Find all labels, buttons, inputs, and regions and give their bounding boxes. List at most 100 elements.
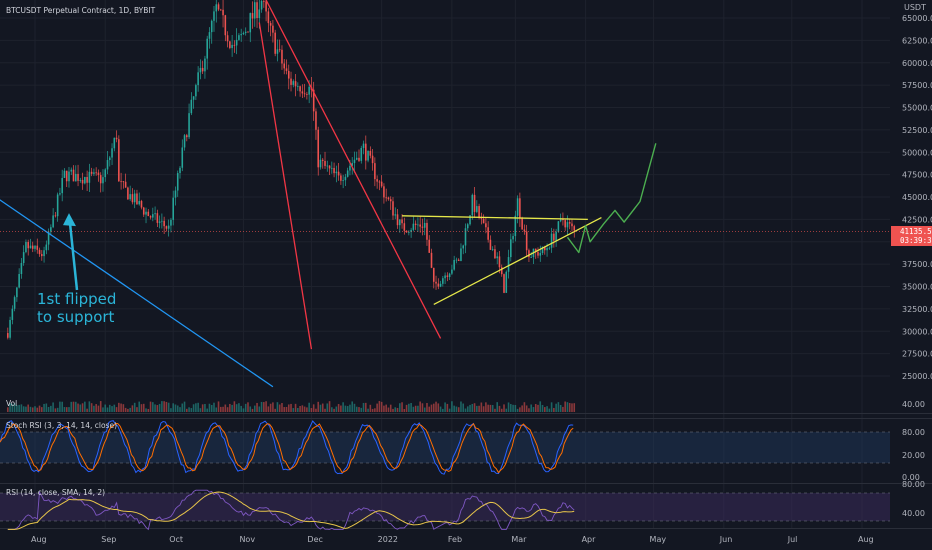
candle-body-194	[446, 275, 449, 278]
candle-body-174	[401, 219, 403, 224]
time-tick-8: Apr	[582, 535, 597, 544]
candle-body-236	[541, 246, 544, 253]
volume-bar-171	[394, 407, 397, 412]
trendline-wedge-lower	[258, 22, 313, 350]
volume-bar-93	[217, 401, 220, 412]
volume-bar-139	[321, 403, 324, 412]
volume-bar-78	[183, 401, 186, 412]
volume-bar-95	[222, 406, 224, 412]
time-tick-4: Dec	[307, 535, 322, 544]
volume-bar-1	[9, 402, 11, 412]
volume-bar-80	[188, 407, 190, 412]
candle-body-206	[473, 194, 476, 212]
candle-body-5	[18, 274, 20, 288]
candle-body-125	[290, 78, 292, 85]
volume-bar-213	[489, 404, 492, 412]
candle-body-172	[396, 214, 399, 226]
stoch-tick-0: 0.00	[902, 473, 920, 482]
volume-bar-229	[525, 405, 528, 412]
volume-bar-26	[65, 407, 68, 412]
volume-bar-25	[63, 407, 66, 412]
candle-body-158	[365, 143, 367, 161]
candle-body-117	[272, 25, 274, 33]
volume-bar-190	[437, 403, 440, 412]
candle-body-249	[571, 223, 573, 227]
volume-bar-48	[115, 407, 118, 412]
price-axis[interactable]: USDT 65000.0 62500.0 60000.0 57500.0 55000.0…	[891, 3, 932, 381]
candle-body-120	[278, 49, 281, 51]
volume-bar-114	[265, 401, 267, 412]
rsi-panel[interactable]: RSI (14, close, SMA, 14, 2) 80.00 40.00	[0, 480, 925, 531]
candle-body-141	[326, 165, 329, 167]
candle-body-198	[455, 259, 458, 261]
candle-body-12	[34, 245, 36, 249]
rsi-tick-80: 80.00	[902, 480, 925, 489]
volume-bar-163	[376, 403, 378, 412]
volume-bar-63	[149, 401, 152, 412]
volume-bar-55	[131, 405, 134, 412]
volume-bar-187	[430, 404, 433, 412]
candle-body-247	[566, 222, 569, 228]
candle-body-146	[337, 171, 340, 176]
volume-bar-64	[152, 402, 154, 412]
candle-body-168	[387, 197, 390, 200]
volume-bar-92	[215, 407, 218, 412]
candle-body-113	[263, 0, 265, 2]
candle-body-201	[462, 245, 465, 249]
volume-bar-143	[331, 407, 333, 412]
candle-body-180	[414, 223, 417, 226]
price-tick-7: 47500.0	[902, 171, 932, 180]
candle-body-43	[104, 169, 107, 178]
candle-body-98	[229, 41, 231, 49]
volume-bar-147	[340, 405, 342, 412]
volume-bar-222	[510, 404, 512, 412]
candle-body-114	[265, 1, 267, 12]
candle-body-78	[183, 135, 186, 148]
volume-bar-232	[532, 407, 535, 412]
candle-body-80	[188, 113, 190, 138]
candle-body-149	[344, 176, 347, 181]
volume-bar-101	[235, 404, 238, 412]
price-panel[interactable]: BTCUSDT Perpetual Contract, 1D, BYBIT 1s…	[0, 0, 890, 388]
volume-bar-68	[161, 401, 163, 412]
volume-bar-118	[274, 408, 276, 412]
candle-body-231	[530, 257, 532, 258]
volume-bar-122	[283, 407, 286, 412]
volume-bar-27	[68, 407, 70, 412]
volume-bar-235	[539, 401, 542, 412]
volume-bar-50	[120, 403, 122, 412]
volume-bar-6	[20, 404, 23, 412]
volume-bar-28	[70, 401, 73, 412]
candle-body-211	[485, 223, 487, 228]
volume-bar-59	[140, 404, 143, 412]
volume-panel[interactable]: Vol 40.00	[6, 399, 925, 412]
candle-body-99	[231, 44, 233, 49]
candle-body-210	[482, 218, 485, 224]
current-price-badge: 41135.5 03:39:36	[891, 226, 932, 246]
volume-bar-245	[562, 406, 564, 412]
volume-bar-210	[482, 406, 485, 412]
candle-body-163	[376, 179, 378, 182]
annotation-line-2: to support	[37, 308, 115, 326]
stoch-rsi-panel[interactable]: Stoch RSI (3, 3, 14, 14, close) 80.00 20…	[0, 420, 925, 482]
candle-body-31	[77, 173, 79, 181]
volume-bar-162	[374, 408, 376, 412]
candle-body-30	[74, 173, 77, 182]
volume-bar-192	[442, 408, 444, 412]
volume-bar-24	[61, 401, 63, 412]
volume-bar-113	[263, 402, 265, 412]
volume-bar-226	[519, 407, 521, 412]
candle-body-8	[25, 242, 27, 253]
volume-bar-136	[315, 408, 317, 412]
time-axis[interactable]: Aug Sep Oct Nov Dec 2022 Feb Mar Apr May Jun Jul Aug	[31, 535, 874, 544]
volume-bar-104	[242, 408, 245, 412]
volume-bar-74	[174, 404, 177, 412]
volume-bar-34	[84, 401, 86, 412]
candle-body-173	[398, 219, 401, 226]
volume-bar-60	[142, 403, 145, 412]
time-tick-12: Aug	[858, 535, 874, 544]
time-tick-3: Nov	[239, 535, 255, 544]
candle-body-171	[394, 214, 397, 216]
volume-bar-127	[294, 403, 297, 412]
